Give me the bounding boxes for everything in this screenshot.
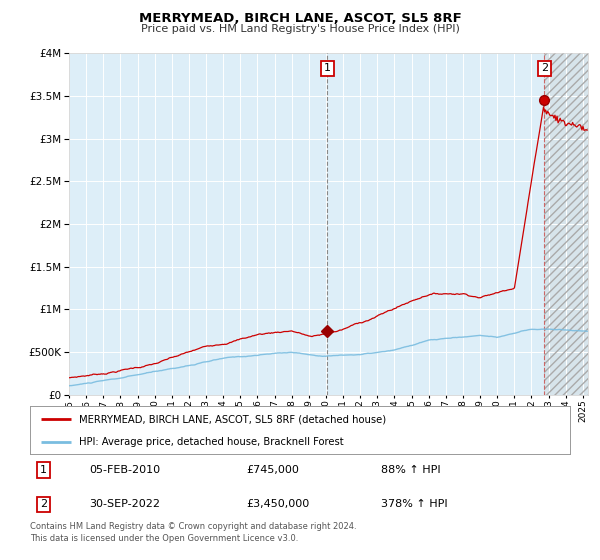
Bar	[544, 53, 588, 395]
Text: 1: 1	[324, 63, 331, 73]
Text: 05-FEB-2010: 05-FEB-2010	[89, 465, 161, 475]
Text: MERRYMEAD, BIRCH LANE, ASCOT, SL5 8RF: MERRYMEAD, BIRCH LANE, ASCOT, SL5 8RF	[139, 12, 461, 25]
Text: 2: 2	[541, 63, 548, 73]
Bar	[544, 53, 588, 395]
Text: Contains HM Land Registry data © Crown copyright and database right 2024.
This d: Contains HM Land Registry data © Crown c…	[30, 522, 356, 543]
Text: HPI: Average price, detached house, Bracknell Forest: HPI: Average price, detached house, Brac…	[79, 437, 343, 447]
Text: £3,450,000: £3,450,000	[246, 500, 309, 510]
Text: MERRYMEAD, BIRCH LANE, ASCOT, SL5 8RF (detached house): MERRYMEAD, BIRCH LANE, ASCOT, SL5 8RF (d…	[79, 414, 386, 424]
Text: 378% ↑ HPI: 378% ↑ HPI	[381, 500, 448, 510]
Text: £745,000: £745,000	[246, 465, 299, 475]
Text: Price paid vs. HM Land Registry's House Price Index (HPI): Price paid vs. HM Land Registry's House …	[140, 24, 460, 34]
Text: 2: 2	[40, 500, 47, 510]
Text: 30-SEP-2022: 30-SEP-2022	[89, 500, 160, 510]
Text: 88% ↑ HPI: 88% ↑ HPI	[381, 465, 440, 475]
Text: 1: 1	[40, 465, 47, 475]
